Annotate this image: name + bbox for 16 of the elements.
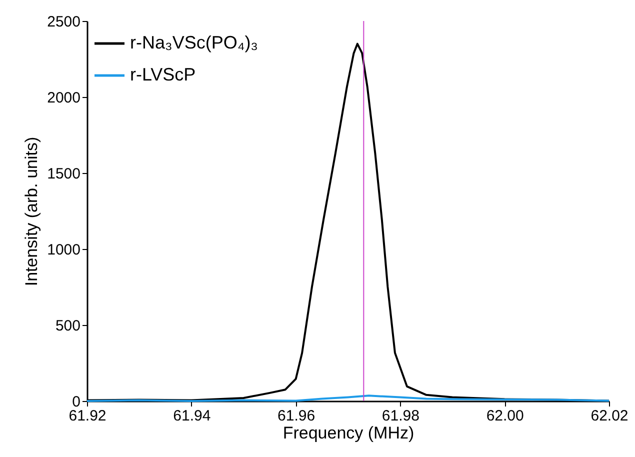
x-tick-label: 62.00 [486, 408, 524, 424]
legend-label: r-Na₃VSc(PO₄)₃ [130, 32, 258, 52]
x-tick-label: 62.02 [590, 408, 628, 424]
x-tick-label: 61.98 [382, 408, 420, 424]
y-tick-label: 1000 [47, 242, 80, 258]
y-tick-label: 1500 [47, 166, 80, 182]
legend-label: r-LVScP [130, 64, 196, 84]
y-tick-label: 0 [72, 394, 80, 410]
x-tick-label: 61.94 [173, 408, 211, 424]
x-tick-label: 61.92 [68, 408, 106, 424]
y-tick-label: 2500 [47, 14, 80, 30]
y-axis-title: Intensity (arb. units) [22, 136, 42, 286]
y-tick-label: 2000 [47, 90, 80, 106]
x-axis-title: Frequency (MHz) [282, 424, 414, 442]
y-tick-label: 500 [55, 318, 80, 334]
x-tick-label: 61.96 [278, 408, 316, 424]
